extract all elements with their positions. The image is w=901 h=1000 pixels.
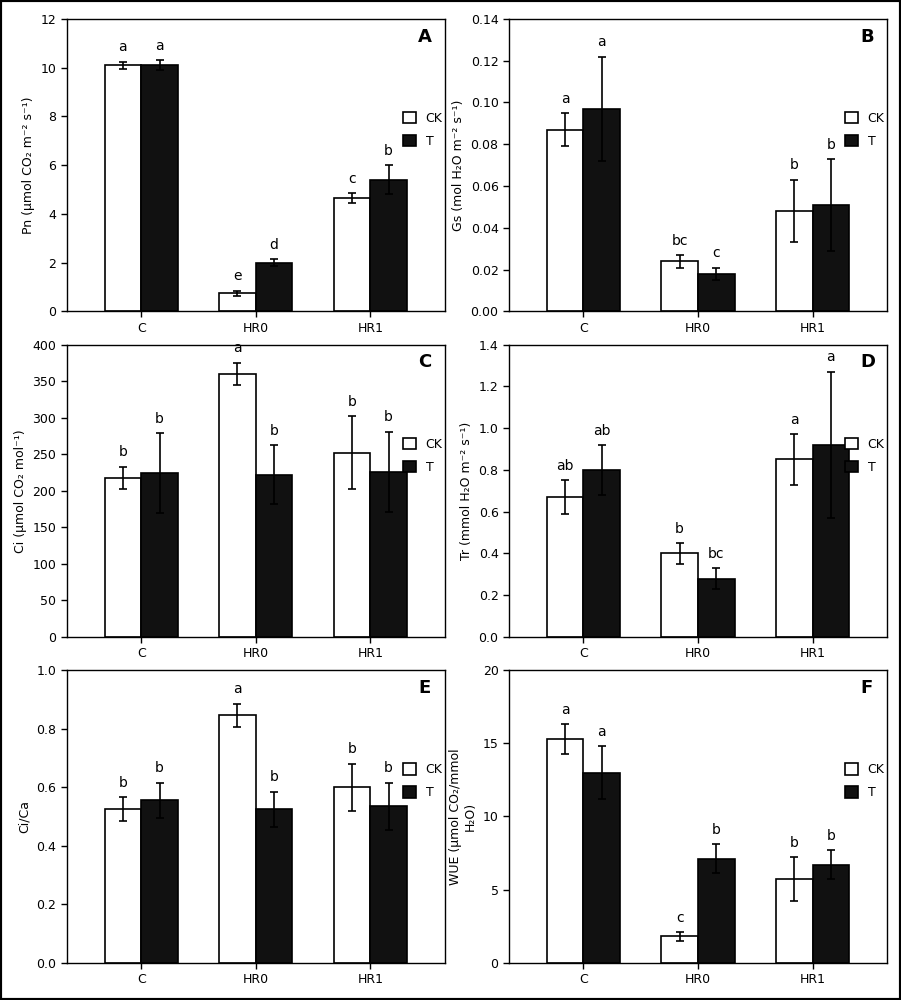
Text: a: a [119, 40, 127, 54]
Text: a: a [597, 35, 606, 49]
Bar [661, 553, 698, 637]
Text: a: a [560, 703, 569, 717]
Bar [333, 787, 370, 963]
Text: b: b [826, 829, 835, 843]
Bar [776, 459, 813, 637]
Text: b: b [384, 144, 393, 158]
Text: b: b [790, 836, 798, 850]
Bar [661, 936, 698, 963]
Legend: CK, T: CK, T [842, 760, 888, 803]
Text: b: b [826, 138, 835, 152]
Text: c: c [348, 172, 356, 186]
Bar [370, 180, 407, 311]
Text: ab: ab [556, 459, 574, 473]
Bar [256, 263, 293, 311]
Text: a: a [155, 39, 164, 53]
Bar [661, 261, 698, 311]
Bar [333, 198, 370, 311]
Text: d: d [269, 238, 278, 252]
Text: b: b [384, 761, 393, 775]
Bar [698, 859, 734, 963]
Text: bc: bc [671, 234, 687, 248]
Bar [105, 65, 141, 311]
Bar [105, 809, 141, 963]
Bar [698, 579, 734, 637]
Y-axis label: Gs (mol H₂O m⁻² s⁻¹): Gs (mol H₂O m⁻² s⁻¹) [452, 99, 465, 231]
Bar [141, 473, 177, 637]
Bar [813, 865, 850, 963]
Text: a: a [790, 413, 798, 427]
Bar [547, 739, 584, 963]
Bar [547, 497, 584, 637]
Bar [219, 715, 256, 963]
Bar [776, 879, 813, 963]
Text: b: b [712, 823, 721, 837]
Bar [813, 445, 850, 637]
Text: E: E [418, 679, 431, 697]
Bar [219, 374, 256, 637]
Bar [219, 293, 256, 311]
Bar [105, 478, 141, 637]
Text: c: c [713, 246, 720, 260]
Text: b: b [384, 410, 393, 424]
Text: b: b [118, 445, 127, 459]
Y-axis label: WUE (μmol CO₂/mmol
H₂O): WUE (μmol CO₂/mmol H₂O) [449, 748, 478, 885]
Text: a: a [826, 350, 835, 364]
Text: a: a [560, 92, 569, 106]
Text: a: a [233, 682, 241, 696]
Text: F: F [860, 679, 873, 697]
Legend: CK, T: CK, T [399, 108, 446, 152]
Text: D: D [860, 353, 876, 371]
Y-axis label: Ci/Ca: Ci/Ca [18, 800, 31, 833]
Text: b: b [790, 158, 798, 172]
Text: A: A [418, 28, 432, 46]
Bar [584, 470, 620, 637]
Bar [141, 800, 177, 963]
Bar [584, 109, 620, 311]
Bar [813, 205, 850, 311]
Text: b: b [269, 770, 278, 784]
Bar [547, 130, 584, 311]
Bar [370, 472, 407, 637]
Bar [141, 65, 177, 311]
Bar [333, 453, 370, 637]
Bar [698, 274, 734, 311]
Text: bc: bc [708, 547, 724, 561]
Legend: CK, T: CK, T [842, 108, 888, 152]
Text: b: b [155, 412, 164, 426]
Text: c: c [676, 911, 684, 925]
Text: C: C [418, 353, 432, 371]
Text: b: b [348, 742, 357, 756]
Y-axis label: Pn (μmol CO₂ m⁻² s⁻¹): Pn (μmol CO₂ m⁻² s⁻¹) [22, 96, 35, 234]
Y-axis label: Tr (mmol H₂O m⁻² s⁻¹): Tr (mmol H₂O m⁻² s⁻¹) [460, 422, 473, 560]
Legend: CK, T: CK, T [842, 434, 888, 477]
Text: b: b [348, 395, 357, 409]
Legend: CK, T: CK, T [399, 434, 446, 477]
Text: b: b [269, 424, 278, 438]
Legend: CK, T: CK, T [399, 760, 446, 803]
Bar [776, 211, 813, 311]
Text: b: b [155, 761, 164, 775]
Text: B: B [860, 28, 874, 46]
Text: e: e [233, 269, 241, 283]
Bar [256, 809, 293, 963]
Text: ab: ab [593, 424, 611, 438]
Y-axis label: Ci (μmol CO₂ mol⁻¹): Ci (μmol CO₂ mol⁻¹) [14, 429, 27, 553]
Text: a: a [597, 725, 606, 739]
Bar [370, 806, 407, 963]
Text: a: a [233, 341, 241, 355]
Bar [584, 773, 620, 963]
Text: b: b [675, 522, 684, 536]
Text: b: b [118, 776, 127, 790]
Bar [256, 475, 293, 637]
